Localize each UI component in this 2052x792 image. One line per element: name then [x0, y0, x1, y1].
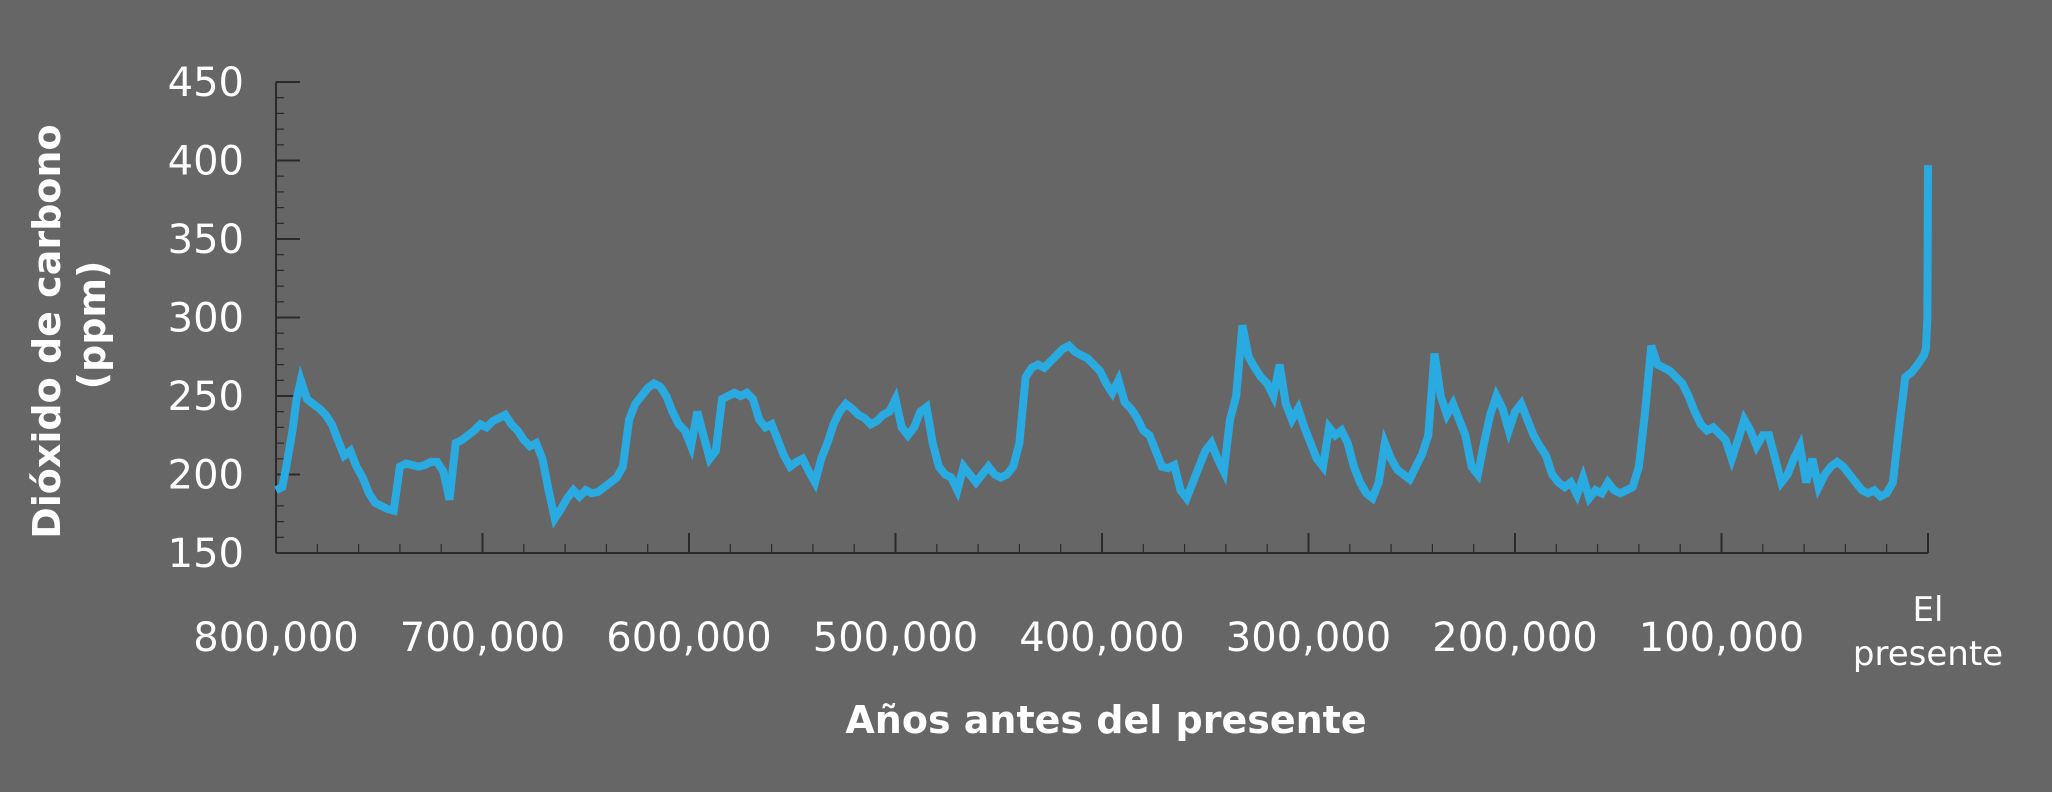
- y-tick-label: 250: [168, 374, 244, 420]
- x-axis-title: Años antes del presente: [845, 698, 1366, 742]
- x-tick-label: 600,000: [606, 615, 771, 661]
- x-tick-label: 100,000: [1639, 615, 1804, 661]
- y-tick-label: 200: [168, 453, 244, 499]
- y-axis-title-line-1: Dióxido de carbono: [25, 124, 69, 538]
- x-tick-label: 800,000: [193, 615, 358, 661]
- x-tick-label: 500,000: [813, 615, 978, 661]
- y-tick-labels: 150 200 250 300 350 400 450: [168, 60, 244, 577]
- series-group: [274, 165, 1932, 529]
- y-tick-label: 450: [168, 60, 244, 106]
- x-tick-label: 200,000: [1432, 615, 1597, 661]
- x-tick-label-line: presente: [1853, 634, 2003, 674]
- x-tick-label-line: El: [1913, 590, 1944, 630]
- y-tick-label: 400: [168, 139, 244, 185]
- y-axis-title: Dióxido de carbono (ppm): [25, 111, 114, 539]
- x-tick-label: 300,000: [1226, 615, 1391, 661]
- co2-series-line: [274, 165, 1932, 529]
- x-axis-ticks: [275, 533, 1929, 553]
- y-tick-label: 350: [168, 217, 244, 263]
- y-axis-title-line-2: (ppm): [70, 261, 114, 390]
- x-tick-label-present: El presente: [1853, 590, 2003, 674]
- y-tick-label: 300: [168, 296, 244, 342]
- x-tick-label: 400,000: [1019, 615, 1184, 661]
- y-tick-label: 150: [168, 531, 244, 577]
- x-tick-labels: 800,000 700,000 600,000 500,000 400,000 300,0…: [193, 590, 2003, 674]
- x-tick-label: 700,000: [400, 615, 565, 661]
